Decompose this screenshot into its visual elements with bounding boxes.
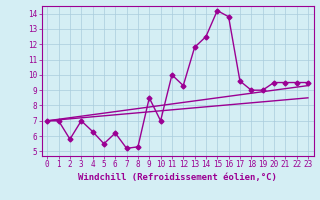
X-axis label: Windchill (Refroidissement éolien,°C): Windchill (Refroidissement éolien,°C)	[78, 173, 277, 182]
